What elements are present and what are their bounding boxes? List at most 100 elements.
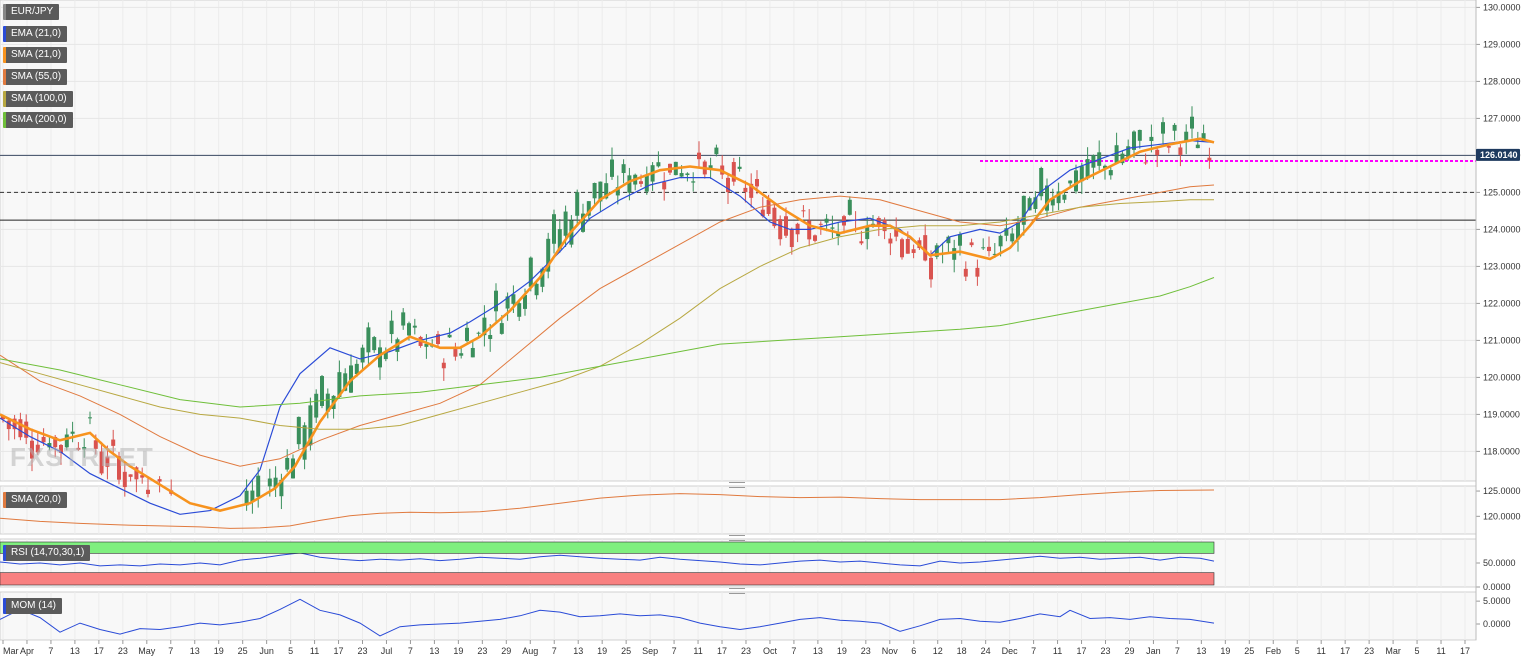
legend-sma-55[interactable]: SMA (55,0) xyxy=(3,69,68,85)
x-tick-label: 19 xyxy=(453,646,463,656)
rsi-oversold-band xyxy=(0,572,1215,586)
candle-body xyxy=(766,199,771,214)
legend-sma-100[interactable]: SMA (100,0) xyxy=(3,91,73,107)
candle-body xyxy=(737,166,742,169)
legend-sma-200[interactable]: SMA (200,0) xyxy=(3,112,73,128)
panel-bg-4 xyxy=(0,591,1477,641)
candle-body xyxy=(128,474,133,477)
legend-ema-21[interactable]: EMA (21,0) xyxy=(3,26,68,42)
legend-sma-21[interactable]: SMA (21,0) xyxy=(3,47,68,63)
candle-body xyxy=(1004,228,1009,236)
candle-body xyxy=(1021,195,1026,225)
last-price-tag: 126.0140 xyxy=(1476,148,1520,161)
x-tick-label: 17 xyxy=(1460,646,1470,656)
candle-body xyxy=(563,211,568,236)
panel-resize-handle-2[interactable] xyxy=(729,535,745,541)
candle-body xyxy=(35,444,40,453)
candle-body xyxy=(325,393,330,412)
x-tick-label: 5 xyxy=(288,646,293,656)
x-tick-label: Mar xyxy=(3,646,19,656)
candle-body xyxy=(320,376,324,406)
candle-body xyxy=(1056,191,1061,204)
candle-body xyxy=(929,257,933,280)
candle-body xyxy=(476,332,481,334)
y-tick-label: 124.0000 xyxy=(1483,224,1521,234)
candle-body xyxy=(615,187,620,196)
panel-resize-handle-3[interactable] xyxy=(729,588,745,594)
candle-body xyxy=(981,247,986,249)
candle-body xyxy=(453,349,458,357)
candle-body xyxy=(1120,153,1125,164)
svg-text:126.0140: 126.0140 xyxy=(1480,150,1518,160)
x-tick-label: 19 xyxy=(597,646,607,656)
candle-body xyxy=(383,351,388,360)
candle-body xyxy=(598,181,603,202)
y-tick-label: 5.0000 xyxy=(1483,596,1511,606)
candle-body xyxy=(1079,166,1084,182)
x-tick-label: Oct xyxy=(763,646,778,656)
x-tick-label: 7 xyxy=(552,646,557,656)
legend-sma-20-panel[interactable]: SMA (20,0) xyxy=(3,492,68,508)
candle-body xyxy=(314,393,319,418)
candle-body xyxy=(1074,170,1078,192)
candle-body xyxy=(117,456,121,480)
candle-body xyxy=(557,229,562,250)
candle-body xyxy=(923,235,928,261)
candle-body xyxy=(1033,197,1038,209)
candle-body xyxy=(279,479,284,497)
candle-body xyxy=(378,347,382,368)
x-tick-label: 24 xyxy=(981,646,991,656)
candle-body xyxy=(285,457,290,470)
x-tick-label: 29 xyxy=(1124,646,1134,656)
x-tick-label: 13 xyxy=(573,646,583,656)
x-tick-label: 11 xyxy=(310,646,319,656)
x-tick-label: 12 xyxy=(933,646,943,656)
candle-body xyxy=(946,236,951,244)
candle-body xyxy=(755,179,759,187)
candle-body xyxy=(824,218,829,223)
candle-body xyxy=(1161,122,1165,134)
candle-body xyxy=(627,175,632,193)
legend-mom-panel[interactable]: MOM (14) xyxy=(3,598,62,614)
candle-body xyxy=(517,303,522,317)
candle-body xyxy=(801,210,806,212)
x-tick-label: 17 xyxy=(94,646,104,656)
x-tick-label: 23 xyxy=(118,646,128,656)
y-tick-label: 125.0000 xyxy=(1483,486,1521,496)
candle-body xyxy=(82,447,87,450)
candle-body xyxy=(679,173,684,177)
candle-body xyxy=(134,467,139,480)
candle-body xyxy=(465,327,469,342)
legend-instrument[interactable]: EUR/JPY xyxy=(3,4,60,20)
candle-body xyxy=(459,353,464,356)
panel-resize-handle-1[interactable] xyxy=(729,482,745,488)
candle-body xyxy=(998,235,1003,247)
x-tick-label: 23 xyxy=(477,646,487,656)
x-tick-label: 23 xyxy=(741,646,751,656)
series-sma-100 xyxy=(0,199,1214,430)
x-tick-label: 19 xyxy=(837,646,847,656)
candle-body xyxy=(470,347,475,358)
series-mom xyxy=(0,598,1215,637)
x-tick-label: 13 xyxy=(1196,646,1206,656)
legend-rsi-panel[interactable]: RSI (14,70,30,1) xyxy=(3,545,91,561)
candle-body xyxy=(499,323,504,334)
x-tick-label: 29 xyxy=(501,646,511,656)
candle-body xyxy=(1166,145,1171,148)
candle-body xyxy=(836,232,841,237)
candle-body xyxy=(1103,165,1107,169)
candle-body xyxy=(1010,233,1015,242)
candle-body xyxy=(592,182,597,199)
candle-body xyxy=(1068,180,1073,184)
x-tick-label: 19 xyxy=(214,646,224,656)
candle-body xyxy=(93,440,98,449)
candle-body xyxy=(70,431,75,434)
candle-body xyxy=(1062,194,1067,200)
y-tick-label: 120.0000 xyxy=(1483,511,1521,521)
candle-body xyxy=(644,174,649,192)
x-tick-label: 17 xyxy=(334,646,344,656)
x-tick-label: 23 xyxy=(861,646,871,656)
candle-body xyxy=(436,334,440,345)
x-tick-label: 5 xyxy=(1415,646,1420,656)
